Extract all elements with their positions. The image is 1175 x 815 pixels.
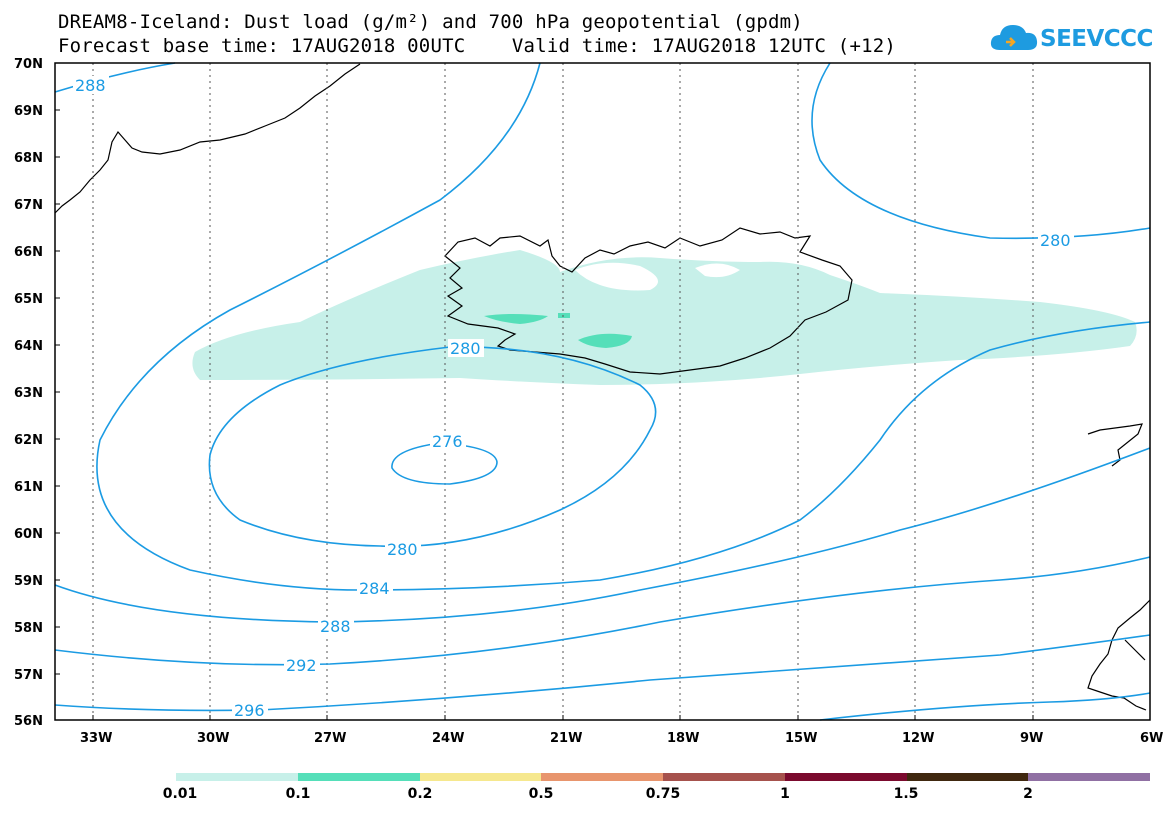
lat-label: 59N: [14, 574, 43, 589]
lat-label: 57N: [14, 668, 43, 683]
coastline-greenland: [54, 63, 361, 214]
colorbar: [176, 773, 1150, 781]
contour-label-288: 288: [320, 617, 351, 636]
contour-label-276: 276: [432, 432, 463, 451]
colorbar-tick-label: 2: [1023, 786, 1033, 802]
lon-label: 30W: [197, 731, 229, 746]
colorbar-segment: [419, 773, 542, 781]
colorbar-tick-label: 0.5: [528, 786, 554, 802]
contour-label-280-south: 280: [387, 540, 418, 559]
logo-text: SEEVCCC: [1040, 26, 1153, 52]
dust-hole-northeast: [695, 263, 740, 278]
colorbar-segment: [663, 773, 785, 781]
lon-label: 21W: [550, 731, 582, 746]
contour-280-northeast: [811, 62, 1151, 240]
contour-label-280-center: 280: [450, 339, 481, 358]
colorbar-tick-label: 1: [780, 786, 790, 802]
lat-label: 68N: [14, 151, 43, 166]
coastline-faroes: [1087, 423, 1143, 467]
map-subtitle: Forecast base time: 17AUG2018 00UTC Vali…: [58, 35, 897, 57]
contour-label-280-northeast: 280: [1040, 231, 1071, 250]
colorbar-segment: [297, 773, 420, 781]
lat-label: 64N: [14, 339, 43, 354]
colorbar-segment: [784, 773, 907, 781]
lon-axis: [92, 715, 1034, 720]
contour-280-west-loop: [208, 346, 657, 548]
contour-288-north: [54, 62, 176, 93]
colorbar-tick-label: 0.75: [645, 786, 681, 802]
lon-label: 6W: [1140, 731, 1163, 746]
contour-label-288-north: 288: [75, 76, 106, 95]
lon-label: 12W: [902, 731, 934, 746]
contour-label-296: 296: [234, 701, 265, 720]
lat-label: 70N: [14, 57, 43, 72]
lon-label: 24W: [432, 731, 464, 746]
coastline-iceland: [444, 227, 853, 375]
lon-label: 15W: [785, 731, 817, 746]
dust-area-medium-south: [578, 333, 632, 348]
cloud-icon: [990, 25, 1038, 50]
lat-label: 60N: [14, 527, 43, 542]
contour-labels: 288 280 276 280 280 284 288 292 296: [73, 76, 1074, 720]
lat-label: 63N: [14, 386, 43, 401]
colorbar-segment: [541, 773, 663, 781]
contour-280-outer: [96, 62, 1151, 591]
lon-label: 27W: [314, 731, 346, 746]
map-frame: [54, 62, 1151, 721]
dust-layer: [192, 250, 1137, 385]
lon-label: 9W: [1020, 731, 1043, 746]
lat-label: 62N: [14, 433, 43, 448]
lon-label: 18W: [667, 731, 699, 746]
contour-292: [54, 634, 1151, 712]
colorbar-segment: [906, 773, 1029, 781]
lat-label: 66N: [14, 245, 43, 260]
contour-276-loop: [391, 442, 498, 485]
colorbar-tick-label: 0.1: [285, 786, 311, 802]
colorbar-tick-label: 0.2: [407, 786, 433, 802]
contour-label-292: 292: [286, 656, 317, 675]
lat-labels: 70N 69N 68N 67N 66N 65N 64N 63N 62N 61N …: [14, 57, 43, 729]
map-title: DREAM8-Iceland: Dust load (g/m²) and 700…: [58, 11, 803, 33]
lat-axis: [55, 62, 60, 721]
lat-label: 69N: [14, 104, 43, 119]
contour-288: [54, 556, 1151, 666]
lon-label: 33W: [80, 731, 112, 746]
coastline-scotland: [1087, 599, 1151, 711]
contour-label-284: 284: [359, 579, 390, 598]
geopotential-contours: [54, 62, 1151, 721]
lon-labels: 33W 30W 27W 24W 21W 18W 15W 12W 9W 6W: [80, 731, 1163, 746]
coastline-layer: [54, 63, 1151, 711]
colorbar-segment: [176, 773, 298, 781]
dust-area-medium-west: [484, 314, 548, 324]
lat-label: 56N: [14, 714, 43, 729]
lat-label: 67N: [14, 198, 43, 213]
colorbar-tick-label: 0.01: [162, 786, 198, 802]
contour-284: [54, 447, 1151, 623]
colorbar-tick-label: 1.5: [893, 786, 919, 802]
dust-hole-north: [575, 262, 658, 291]
lat-label: 58N: [14, 621, 43, 636]
lat-label: 65N: [14, 292, 43, 307]
lat-label: 61N: [14, 480, 43, 495]
dust-area-light: [192, 250, 1137, 385]
seevccc-logo: SEEVCCC: [990, 20, 1153, 60]
contour-296: [819, 692, 1151, 721]
grid-lines: [92, 63, 1034, 720]
colorbar-segment: [1028, 773, 1150, 781]
dust-area-medium-dot: [558, 313, 570, 318]
